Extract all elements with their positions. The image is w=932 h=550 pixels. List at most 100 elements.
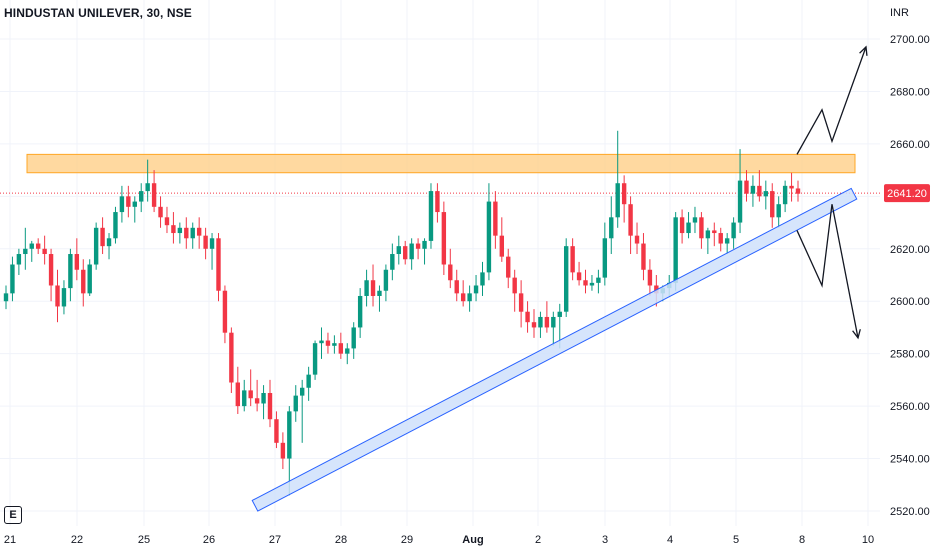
candle-body [415, 243, 421, 249]
candle-body [100, 227, 105, 247]
candle-body [139, 191, 144, 202]
candle-body [712, 230, 717, 234]
candle-body [42, 248, 47, 255]
candle-body [261, 393, 266, 404]
candle-body [609, 217, 614, 239]
candle-body [744, 180, 749, 194]
candle-body [364, 280, 369, 296]
candle-body [422, 240, 427, 249]
candle-body [782, 185, 788, 205]
candle-body [93, 227, 99, 265]
bearish-projection-arrow [796, 204, 859, 339]
candle-body [299, 387, 305, 396]
y-tick-label: 2600.00 [890, 296, 930, 308]
y-tick-label: 2700.00 [890, 34, 930, 46]
candle-body [789, 185, 794, 189]
candle-body [3, 293, 9, 302]
candle-body [750, 185, 756, 194]
chart-title: HINDUSTAN UNILEVER, 30, NSE [4, 6, 192, 20]
candle-body [467, 293, 472, 302]
candle-body [602, 238, 608, 278]
support-trendline-channel [251, 187, 858, 512]
y-tick-label: 2680.00 [890, 86, 930, 98]
candle-body [647, 269, 653, 286]
candle-body [357, 295, 363, 328]
candle-body [570, 246, 575, 273]
last-price-badge [884, 184, 930, 203]
tradingview-logo[interactable]: E [4, 506, 22, 524]
candle-body [686, 222, 691, 234]
candle-body [332, 343, 337, 346]
candle-body [229, 332, 234, 383]
candle-body [325, 340, 331, 346]
candle-body [68, 254, 73, 289]
candle-body [203, 235, 208, 249]
candle-body [460, 293, 466, 302]
resistance-zone [26, 153, 856, 174]
candle-body [563, 246, 569, 312]
candle-body [628, 204, 633, 236]
y-tick-label: 2540.00 [890, 454, 930, 466]
candle-body [345, 348, 350, 354]
candle-body [396, 246, 401, 255]
candle-body [370, 280, 376, 296]
candle-body [274, 419, 279, 443]
candle-body [634, 235, 640, 244]
candle-body [699, 217, 704, 239]
last-price-label: 2641.20 [887, 188, 927, 200]
x-tick-label: 3 [602, 534, 608, 546]
candle-body [248, 390, 253, 399]
candle-body [518, 293, 524, 312]
candle-body [209, 238, 215, 249]
candle-body [254, 398, 260, 404]
candle-body [757, 185, 762, 197]
candle-body [583, 280, 588, 286]
candle-body [145, 183, 150, 192]
candle-body [280, 442, 286, 459]
x-tick-label: 4 [667, 534, 673, 546]
candle-body [293, 395, 298, 412]
candle-body [506, 256, 511, 278]
candle-body [151, 183, 157, 207]
candle-body [16, 254, 22, 265]
candle-body [718, 233, 723, 244]
bullish-projection-arrow [796, 46, 867, 155]
candle-body [306, 374, 311, 388]
x-tick-label: 10 [862, 534, 874, 546]
y-tick-label: 2620.00 [890, 244, 930, 256]
candle-body [705, 230, 711, 239]
candle-body [615, 183, 620, 218]
candle-body [776, 204, 781, 218]
candle-body [177, 227, 183, 234]
x-tick-label: Aug [462, 534, 483, 546]
candle-body [216, 238, 221, 291]
candle-body [673, 217, 678, 283]
candle-body [441, 212, 447, 265]
candle-body [512, 277, 517, 294]
candle-body [171, 225, 176, 234]
candle-body [557, 311, 562, 317]
candle-body [589, 282, 595, 286]
x-tick-label: 2 [535, 534, 541, 546]
y-tick-label: 2520.00 [890, 506, 930, 518]
candle-body [480, 272, 485, 286]
candle-body [692, 217, 698, 223]
bullish-projection-arrow-arrowhead [859, 45, 868, 56]
candle-body [499, 235, 505, 257]
candle-body [390, 254, 395, 270]
candle-body [126, 196, 131, 207]
x-tick-label: 22 [71, 534, 83, 546]
candle-body [435, 191, 440, 213]
candle-body [621, 183, 627, 205]
candle-body [576, 272, 582, 281]
candle-body [81, 269, 86, 294]
x-tick-label: 21 [4, 534, 16, 546]
y-tick-label: 2660.00 [890, 139, 930, 151]
candle-body [10, 264, 15, 294]
bearish-projection-arrow-arrowhead [852, 329, 861, 340]
candle-body [383, 269, 389, 291]
candle-body [538, 316, 543, 328]
candle-body [544, 316, 550, 328]
y-tick-label: 2560.00 [890, 401, 930, 413]
